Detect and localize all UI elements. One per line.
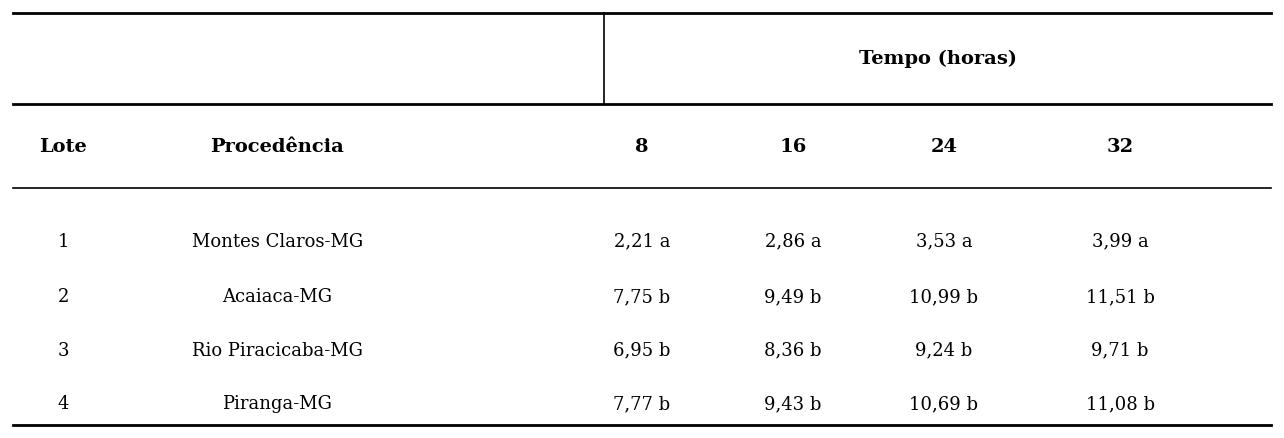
Text: 11,51 b: 11,51 b bbox=[1086, 288, 1154, 306]
Text: Montes Claros-MG: Montes Claros-MG bbox=[191, 233, 362, 251]
Text: 8,36 b: 8,36 b bbox=[764, 342, 822, 360]
Text: 9,49 b: 9,49 b bbox=[764, 288, 822, 306]
Text: 24: 24 bbox=[931, 138, 958, 156]
Text: 3: 3 bbox=[58, 342, 69, 360]
Text: 10,99 b: 10,99 b bbox=[909, 288, 978, 306]
Text: Lote: Lote bbox=[40, 138, 87, 156]
Text: 8: 8 bbox=[636, 138, 648, 156]
Text: Acaiaca-MG: Acaiaca-MG bbox=[222, 288, 333, 306]
Text: 1: 1 bbox=[58, 233, 69, 251]
Text: 6,95 b: 6,95 b bbox=[614, 342, 670, 360]
Text: 9,71 b: 9,71 b bbox=[1091, 342, 1149, 360]
Text: 32: 32 bbox=[1107, 138, 1134, 156]
Text: Piranga-MG: Piranga-MG bbox=[222, 395, 333, 413]
Text: 2,86 a: 2,86 a bbox=[765, 233, 822, 251]
Text: 9,43 b: 9,43 b bbox=[764, 395, 822, 413]
Text: 2,21 a: 2,21 a bbox=[614, 233, 670, 251]
Text: 10,69 b: 10,69 b bbox=[909, 395, 978, 413]
Text: 7,75 b: 7,75 b bbox=[614, 288, 670, 306]
Text: 9,24 b: 9,24 b bbox=[915, 342, 972, 360]
Text: Tempo (horas): Tempo (horas) bbox=[859, 49, 1017, 67]
Text: Rio Piracicaba-MG: Rio Piracicaba-MG bbox=[191, 342, 362, 360]
Text: 11,08 b: 11,08 b bbox=[1086, 395, 1154, 413]
Text: 2: 2 bbox=[58, 288, 69, 306]
Text: 4: 4 bbox=[58, 395, 69, 413]
Text: 7,77 b: 7,77 b bbox=[614, 395, 670, 413]
Text: Procedência: Procedência bbox=[211, 138, 344, 156]
Text: 3,99 a: 3,99 a bbox=[1091, 233, 1148, 251]
Text: 3,53 a: 3,53 a bbox=[915, 233, 972, 251]
Text: 16: 16 bbox=[779, 138, 806, 156]
